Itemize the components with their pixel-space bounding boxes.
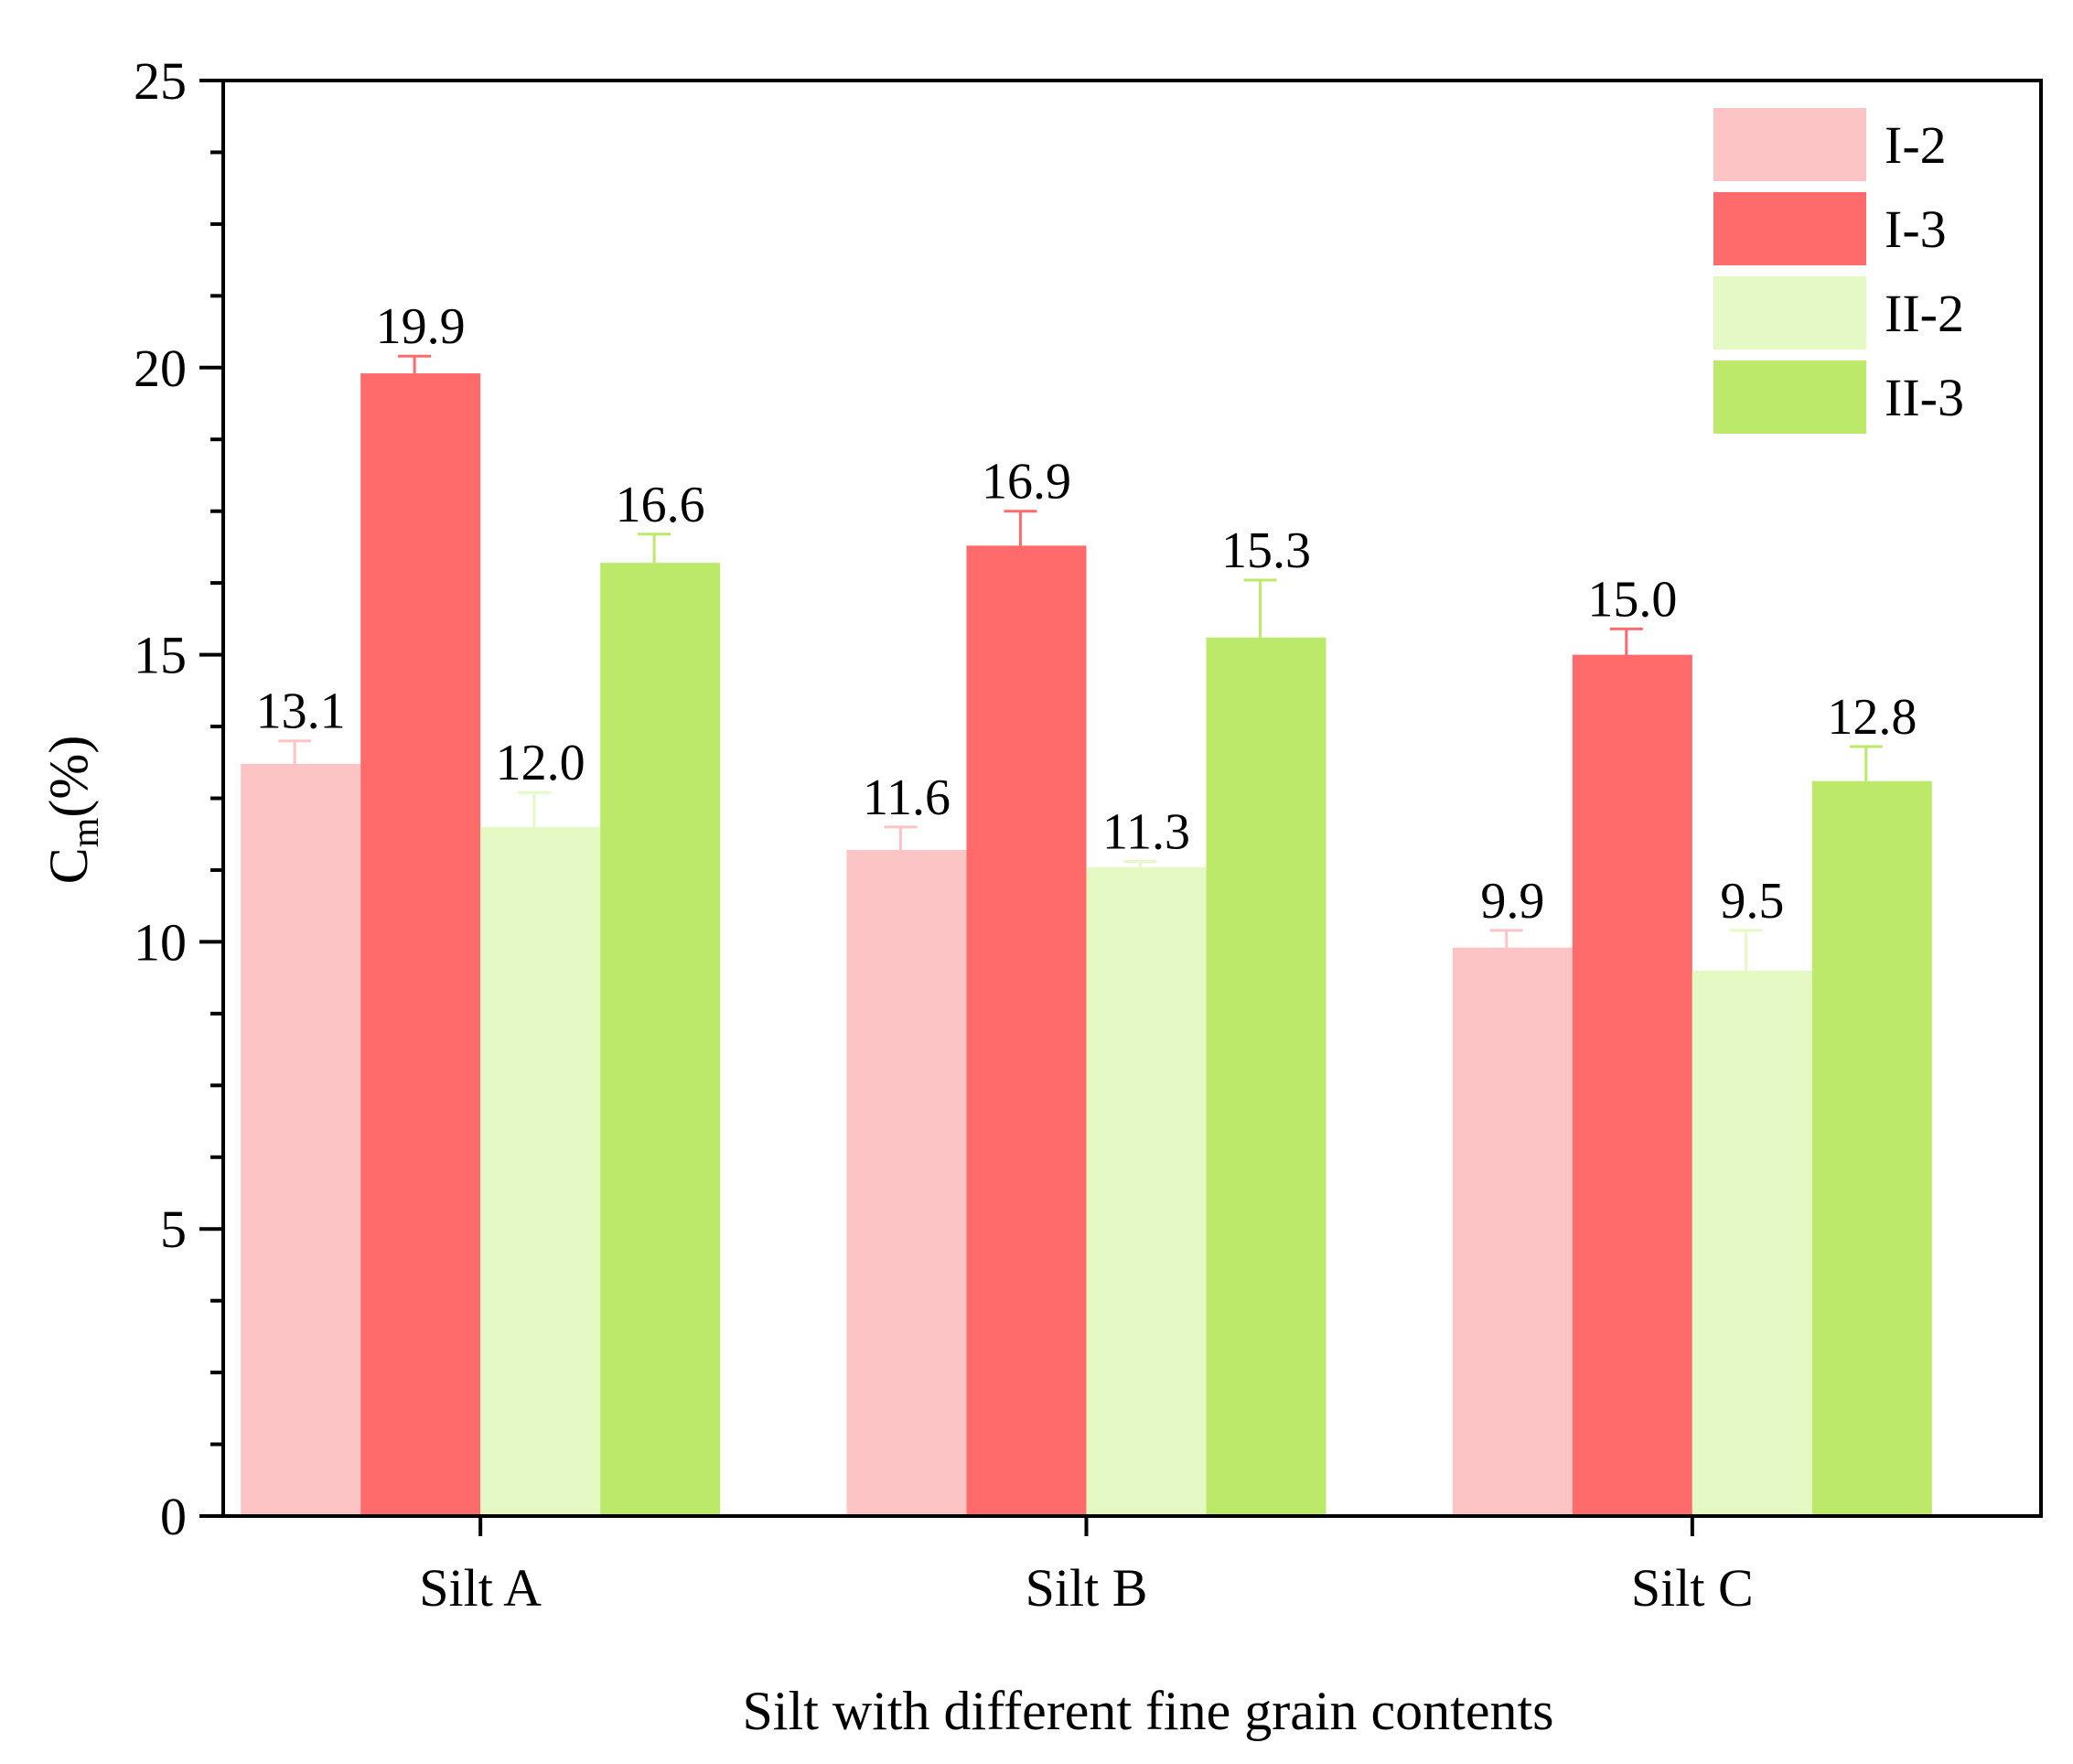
legend-label-II-2: II-2 bbox=[1885, 284, 1964, 343]
data-label-II-2-0: 12.0 bbox=[496, 735, 585, 791]
data-label-II-2-1: 11.3 bbox=[1102, 804, 1190, 861]
bar-I-2-silt-a bbox=[241, 763, 361, 1516]
data-label-II-3-2: 12.8 bbox=[1827, 689, 1917, 746]
y-tick-label-1: 5 bbox=[160, 1199, 187, 1259]
bar-I-2-silt-c bbox=[1452, 947, 1573, 1516]
error-bars-group bbox=[278, 354, 1883, 971]
axes-group: Silt A Silt B Silt C 0 5 10 15 20 25 bbox=[134, 51, 2043, 1618]
data-label-I-3-2: 15.0 bbox=[1587, 571, 1677, 628]
legend-swatch-II-3 bbox=[1713, 360, 1866, 434]
bar-I-3-silt-c bbox=[1572, 654, 1692, 1516]
bar-I-3-silt-a bbox=[360, 373, 481, 1517]
x-tick-label-0: Silt A bbox=[419, 1558, 542, 1618]
x-tick-label-1: Silt B bbox=[1026, 1558, 1148, 1618]
y-axis-title: Cm(%) bbox=[38, 736, 107, 885]
bar-I-2-silt-b bbox=[846, 849, 967, 1516]
legend-swatch-II-2 bbox=[1713, 276, 1866, 350]
legend-label-I-2: I-2 bbox=[1885, 115, 1947, 175]
bar-I-3-silt-b bbox=[966, 545, 1087, 1517]
bar-II-2-silt-b bbox=[1086, 866, 1207, 1516]
y-tick-label-3: 15 bbox=[134, 626, 187, 685]
data-label-II-2-2: 9.5 bbox=[1720, 873, 1784, 930]
data-label-II-3-0: 16.6 bbox=[616, 477, 705, 533]
data-label-I-2-0: 13.1 bbox=[256, 683, 346, 740]
bars-group bbox=[241, 373, 1932, 1517]
legend-label-I-3: I-3 bbox=[1885, 199, 1947, 259]
x-axis-title: Silt with different fine grain contents bbox=[742, 1681, 1553, 1741]
legend: I-2 I-3 II-2 II-3 bbox=[1713, 108, 1964, 434]
legend-swatch-I-3 bbox=[1713, 192, 1866, 265]
data-label-II-3-1: 15.3 bbox=[1221, 522, 1311, 579]
y-tick-label-4: 20 bbox=[134, 339, 187, 398]
y-tick-label-0: 0 bbox=[160, 1487, 187, 1546]
data-label-I-3-0: 19.9 bbox=[376, 298, 466, 355]
data-labels-group: 13.1 19.9 12.0 16.6 11.6 16.9 11.3 15.3 9.9 15.0 9… bbox=[256, 298, 1917, 930]
y-tick-label-5: 25 bbox=[134, 51, 187, 111]
data-label-I-3-1: 16.9 bbox=[982, 454, 1071, 511]
bar-II-3-silt-c bbox=[1811, 780, 1932, 1516]
y-tick-label-2: 10 bbox=[134, 912, 187, 972]
legend-swatch-I-2 bbox=[1713, 108, 1866, 181]
data-label-I-2-2: 9.9 bbox=[1480, 873, 1544, 930]
bar-II-3-silt-a bbox=[600, 563, 721, 1516]
legend-label-II-3: II-3 bbox=[1885, 368, 1964, 427]
bar-II-3-silt-b bbox=[1206, 637, 1327, 1516]
bar-II-2-silt-a bbox=[480, 826, 601, 1516]
data-label-I-2-1: 11.6 bbox=[863, 769, 951, 826]
x-tick-label-2: Silt C bbox=[1631, 1558, 1754, 1618]
bar-II-2-silt-c bbox=[1692, 970, 1812, 1516]
